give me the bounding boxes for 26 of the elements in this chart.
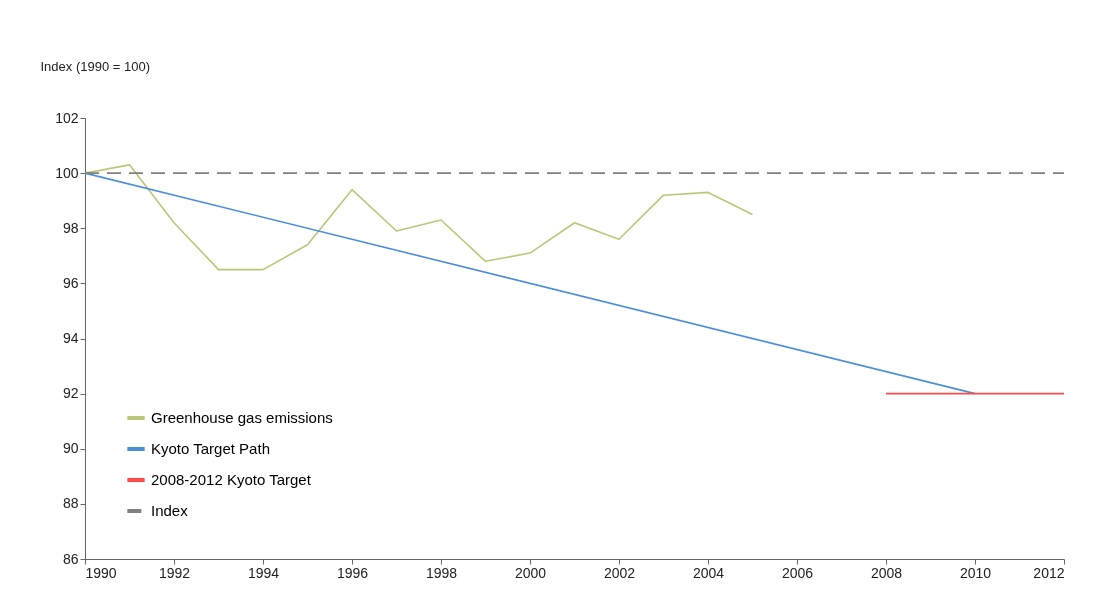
y-tick-label: 100	[55, 164, 79, 181]
y-axis-title: Index (1990 = 100)	[40, 58, 150, 74]
y-tick-label: 92	[62, 385, 79, 402]
x-tick-label: 2012	[1033, 564, 1065, 581]
x-tick-label: 1990	[85, 564, 117, 581]
x-tick-label: 2002	[603, 564, 636, 581]
x-tick-label: 2000	[514, 564, 547, 581]
y-tick-label: 96	[62, 274, 79, 291]
x-tick-label: 2010	[959, 564, 992, 581]
legend-label: Index	[151, 502, 189, 519]
x-tick-label: 1998	[425, 564, 458, 581]
x-tick-label: 1994	[247, 564, 280, 581]
x-tick-label: 2006	[781, 564, 814, 581]
y-tick-label: 98	[62, 219, 79, 236]
y-tick-label: 90	[62, 440, 79, 457]
legend-label: 2008-2012 Kyoto Target	[151, 471, 312, 488]
x-tick-label: 1996	[336, 564, 369, 581]
y-tick-label: 86	[62, 550, 79, 567]
x-tick-label: 2008	[870, 564, 903, 581]
legend-label: Greenhouse gas emissions	[151, 409, 333, 426]
y-tick-label: 88	[62, 495, 79, 512]
y-tick-label: 94	[62, 330, 79, 346]
legend-label: Kyoto Target Path	[151, 440, 270, 457]
y-tick-label: 102	[55, 109, 79, 126]
x-tick-label: 2004	[692, 564, 725, 581]
x-tick-label: 1992	[158, 564, 191, 581]
